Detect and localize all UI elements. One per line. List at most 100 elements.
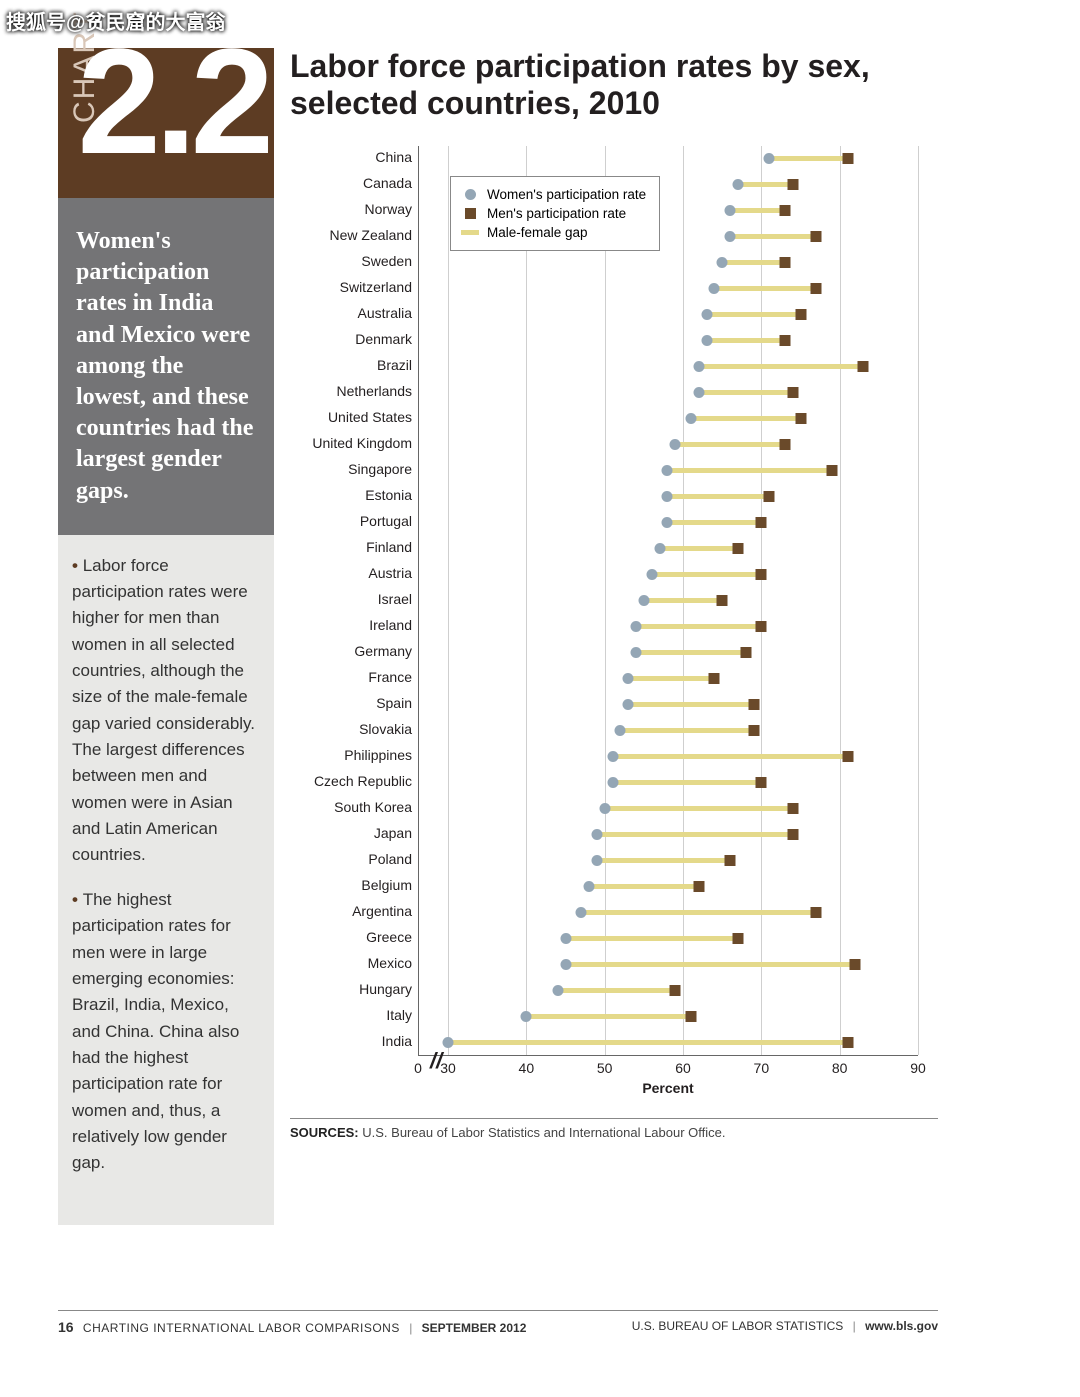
country-label: Spain [290,695,412,711]
women-marker [552,985,563,996]
data-row: Spain [290,694,938,720]
country-label: Greece [290,929,412,945]
men-marker [756,569,767,580]
data-row: Ireland [290,616,938,642]
women-marker [631,621,642,632]
country-label: Canada [290,175,412,191]
women-marker [725,205,736,216]
country-label: Brazil [290,357,412,373]
footer-doc-title: CHARTING INTERNATIONAL LABOR COMPARISONS [83,1321,400,1335]
country-label: Philippines [290,747,412,763]
chart-title: Labor force participation rates by sex, … [290,48,938,122]
chart-badge: CHART 2.2 [58,48,274,198]
women-marker [591,829,602,840]
country-label: France [290,669,412,685]
gap-line [526,1014,691,1019]
men-marker [842,153,853,164]
country-label: Austria [290,565,412,581]
women-marker [638,595,649,606]
data-row: Japan [290,824,938,850]
data-row: Switzerland [290,278,938,304]
footer-date: SEPTEMBER 2012 [422,1321,527,1335]
country-label: Norway [290,201,412,217]
men-marker [670,985,681,996]
gap-line [675,442,785,447]
women-marker [670,439,681,450]
data-row: Australia [290,304,938,330]
men-marker [740,647,751,658]
x-axis-title: Percent [418,1080,918,1096]
highlight-callout: Women's participation rates in India and… [58,198,274,535]
women-marker [615,725,626,736]
country-label: Switzerland [290,279,412,295]
data-row: Finland [290,538,938,564]
main-column: Labor force participation rates by sex, … [290,48,938,1096]
country-label: Denmark [290,331,412,347]
data-row: Greece [290,928,938,954]
women-marker [623,699,634,710]
legend-label: Men's participation rate [487,206,626,221]
data-row: India [290,1032,938,1058]
women-marker [443,1037,454,1048]
data-row: Philippines [290,746,938,772]
men-marker [764,491,775,502]
page: CHART 2.2 Women's participation rates in… [58,48,938,1298]
gap-line [691,416,801,421]
women-marker [599,803,610,814]
men-marker [779,257,790,268]
data-row: United States [290,408,938,434]
women-marker [631,647,642,658]
data-row: Argentina [290,902,938,928]
gap-line [605,806,793,811]
data-row: United Kingdom [290,434,938,460]
gap-line [667,468,832,473]
country-label: Finland [290,539,412,555]
gap-line [566,962,856,967]
gap-line [714,286,816,291]
men-marker [811,283,822,294]
gap-line [652,572,762,577]
data-row: Germany [290,642,938,668]
data-row: France [290,668,938,694]
country-label: Japan [290,825,412,841]
page-number: 16 [58,1319,74,1335]
x-tick-label: 80 [832,1060,848,1076]
data-row: Italy [290,1006,938,1032]
data-row: Austria [290,564,938,590]
men-marker [693,881,704,892]
women-marker [560,933,571,944]
gap-line [707,338,785,343]
women-marker [576,907,587,918]
legend-label: Male-female gap [487,225,588,240]
data-row: Singapore [290,460,938,486]
women-marker [560,959,571,970]
gap-line [620,728,753,733]
country-label: Netherlands [290,383,412,399]
page-footer: 16 CHARTING INTERNATIONAL LABOR COMPARIS… [58,1310,938,1335]
women-marker [607,777,618,788]
women-marker [584,881,595,892]
data-row: Belgium [290,876,938,902]
women-marker [591,855,602,866]
footer-left: 16 CHARTING INTERNATIONAL LABOR COMPARIS… [58,1319,526,1335]
footer-right: U.S. BUREAU OF LABOR STATISTICS | www.bl… [632,1319,938,1335]
men-marker [795,413,806,424]
gap-line [636,650,746,655]
women-marker [662,491,673,502]
men-marker [787,179,798,190]
data-row: South Korea [290,798,938,824]
women-marker [764,153,775,164]
country-label: China [290,149,412,165]
country-label: Israel [290,591,412,607]
data-row: Brazil [290,356,938,382]
country-label: Hungary [290,981,412,997]
x-tick-label: 50 [597,1060,613,1076]
sidebar: CHART 2.2 Women's participation rates in… [58,48,274,1225]
country-label: Mexico [290,955,412,971]
gap-line [581,910,816,915]
men-marker [826,465,837,476]
gap-line [448,1040,848,1045]
gap-line [597,858,730,863]
country-label: Slovakia [290,721,412,737]
data-row: Portugal [290,512,938,538]
